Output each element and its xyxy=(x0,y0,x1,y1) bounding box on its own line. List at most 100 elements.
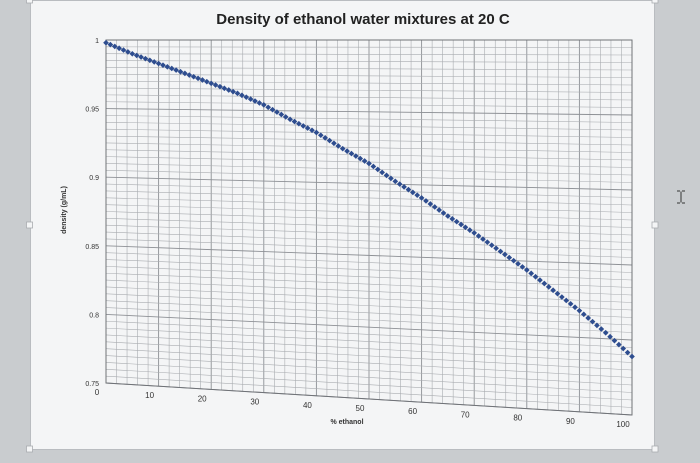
data-point xyxy=(445,213,451,219)
gridline-horizontal xyxy=(105,163,633,176)
gridline-horizontal xyxy=(105,176,633,191)
gridline-horizontal xyxy=(105,238,633,258)
data-point xyxy=(488,242,495,249)
gridline-horizontal xyxy=(105,334,633,363)
data-point xyxy=(260,102,267,108)
gridline-horizontal xyxy=(105,101,633,108)
data-point xyxy=(440,210,447,216)
data-point xyxy=(594,322,600,329)
y-tick-label: 1 xyxy=(95,38,99,45)
data-point xyxy=(427,201,434,207)
gridline-horizontal xyxy=(105,204,633,221)
data-point xyxy=(361,158,368,164)
data-point xyxy=(177,68,184,75)
data-point xyxy=(576,307,583,314)
gridline-horizontal xyxy=(105,122,633,131)
data-point xyxy=(396,181,403,187)
x-tick-label: 40 xyxy=(303,401,312,410)
data-point xyxy=(186,72,193,78)
data-point xyxy=(602,329,609,336)
data-point xyxy=(239,92,245,99)
data-point xyxy=(366,160,372,167)
gridline-horizontal xyxy=(105,245,633,266)
data-point xyxy=(199,77,206,83)
resize-handle-top-left[interactable] xyxy=(26,0,33,4)
data-point xyxy=(309,127,315,134)
data-point xyxy=(537,277,543,283)
gridline-horizontal xyxy=(105,368,633,401)
data-point xyxy=(182,70,188,77)
gridline-horizontal xyxy=(105,67,633,71)
data-point xyxy=(234,90,241,97)
gridline-horizontal xyxy=(105,108,633,116)
data-point xyxy=(225,87,232,93)
data-point xyxy=(629,353,635,360)
data-point xyxy=(230,88,236,95)
y-tick-label: 0.8 xyxy=(89,312,99,319)
y-tick-label: 0.85 xyxy=(85,244,99,251)
data-point xyxy=(528,270,535,277)
gridline-horizontal xyxy=(105,128,633,138)
data-point xyxy=(458,221,464,228)
data-point xyxy=(550,287,556,294)
data-point xyxy=(221,85,228,92)
data-point xyxy=(348,150,355,157)
gridline-horizontal xyxy=(105,307,633,333)
data-point xyxy=(616,341,622,348)
gridlines xyxy=(105,39,633,416)
data-point xyxy=(572,304,578,311)
data-point xyxy=(313,129,320,136)
resize-handle-bottom-right[interactable] xyxy=(651,445,659,453)
x-tick-label: 70 xyxy=(461,410,470,419)
data-point xyxy=(541,280,548,287)
data-point xyxy=(563,297,570,304)
gridline-horizontal xyxy=(105,142,633,153)
data-point xyxy=(317,132,324,139)
y-axis-label: density (g/mL) xyxy=(61,186,68,234)
x-tick-label: 50 xyxy=(356,404,365,413)
data-point xyxy=(589,318,596,325)
data-point xyxy=(243,94,250,101)
data-point xyxy=(344,148,350,154)
data-point xyxy=(559,294,565,300)
gridline-horizontal xyxy=(105,149,633,161)
data-point xyxy=(423,198,429,204)
gridline-horizontal xyxy=(105,183,633,198)
resize-handle-left[interactable] xyxy=(26,221,33,229)
gridline-horizontal xyxy=(105,80,633,86)
gridline-horizontal xyxy=(105,362,633,393)
data-point xyxy=(388,175,394,182)
data-point xyxy=(502,251,508,258)
data-point xyxy=(252,98,258,104)
resize-handle-top-right[interactable] xyxy=(651,0,659,4)
data-point xyxy=(607,333,613,340)
x-tick-label: 90 xyxy=(566,417,575,426)
gridline-horizontal xyxy=(105,300,633,326)
gridline-horizontal xyxy=(105,313,633,341)
resize-handle-right[interactable] xyxy=(651,221,659,229)
data-point xyxy=(212,82,219,88)
data-point xyxy=(217,83,223,90)
data-point xyxy=(278,111,285,118)
data-point xyxy=(304,125,311,131)
text-cursor-icon xyxy=(677,190,685,204)
data-point xyxy=(300,123,307,129)
gridline-horizontal xyxy=(105,87,633,93)
data-point xyxy=(506,254,513,261)
gridline-horizontal xyxy=(105,293,633,318)
x-tick-label: 0 xyxy=(95,388,100,397)
data-point xyxy=(331,140,337,147)
data-point xyxy=(567,301,574,307)
data-point xyxy=(282,114,289,120)
data-point xyxy=(291,118,298,125)
data-point xyxy=(554,290,561,297)
gridline-horizontal xyxy=(105,348,633,378)
resize-handle-bottom-left[interactable] xyxy=(26,445,33,453)
data-point xyxy=(269,106,276,113)
data-point xyxy=(515,260,521,267)
data-point xyxy=(462,224,469,231)
data-point xyxy=(436,207,442,213)
gridline-horizontal xyxy=(105,115,633,123)
